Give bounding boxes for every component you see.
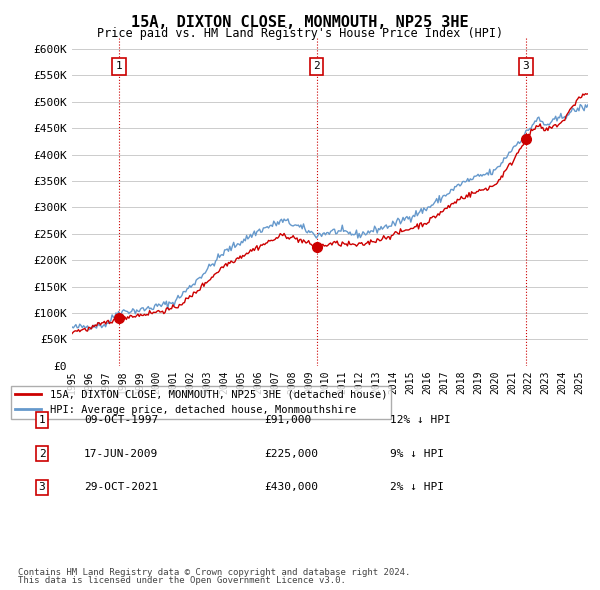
Text: 09-OCT-1997: 09-OCT-1997 (84, 415, 158, 425)
Text: 3: 3 (38, 483, 46, 492)
Text: 2% ↓ HPI: 2% ↓ HPI (390, 483, 444, 492)
Text: 2: 2 (38, 449, 46, 458)
Text: 9% ↓ HPI: 9% ↓ HPI (390, 449, 444, 458)
Text: 3: 3 (523, 61, 529, 71)
Text: Price paid vs. HM Land Registry's House Price Index (HPI): Price paid vs. HM Land Registry's House … (97, 27, 503, 40)
Text: 17-JUN-2009: 17-JUN-2009 (84, 449, 158, 458)
Text: 15A, DIXTON CLOSE, MONMOUTH, NP25 3HE: 15A, DIXTON CLOSE, MONMOUTH, NP25 3HE (131, 15, 469, 30)
Text: £430,000: £430,000 (264, 483, 318, 492)
Text: Contains HM Land Registry data © Crown copyright and database right 2024.: Contains HM Land Registry data © Crown c… (18, 568, 410, 577)
Text: 1: 1 (116, 61, 122, 71)
Text: 1: 1 (38, 415, 46, 425)
Text: 2: 2 (313, 61, 320, 71)
Text: 12% ↓ HPI: 12% ↓ HPI (390, 415, 451, 425)
Legend: 15A, DIXTON CLOSE, MONMOUTH, NP25 3HE (detached house), HPI: Average price, deta: 15A, DIXTON CLOSE, MONMOUTH, NP25 3HE (d… (11, 386, 391, 419)
Text: £91,000: £91,000 (264, 415, 311, 425)
Text: 29-OCT-2021: 29-OCT-2021 (84, 483, 158, 492)
Text: £225,000: £225,000 (264, 449, 318, 458)
Text: This data is licensed under the Open Government Licence v3.0.: This data is licensed under the Open Gov… (18, 576, 346, 585)
